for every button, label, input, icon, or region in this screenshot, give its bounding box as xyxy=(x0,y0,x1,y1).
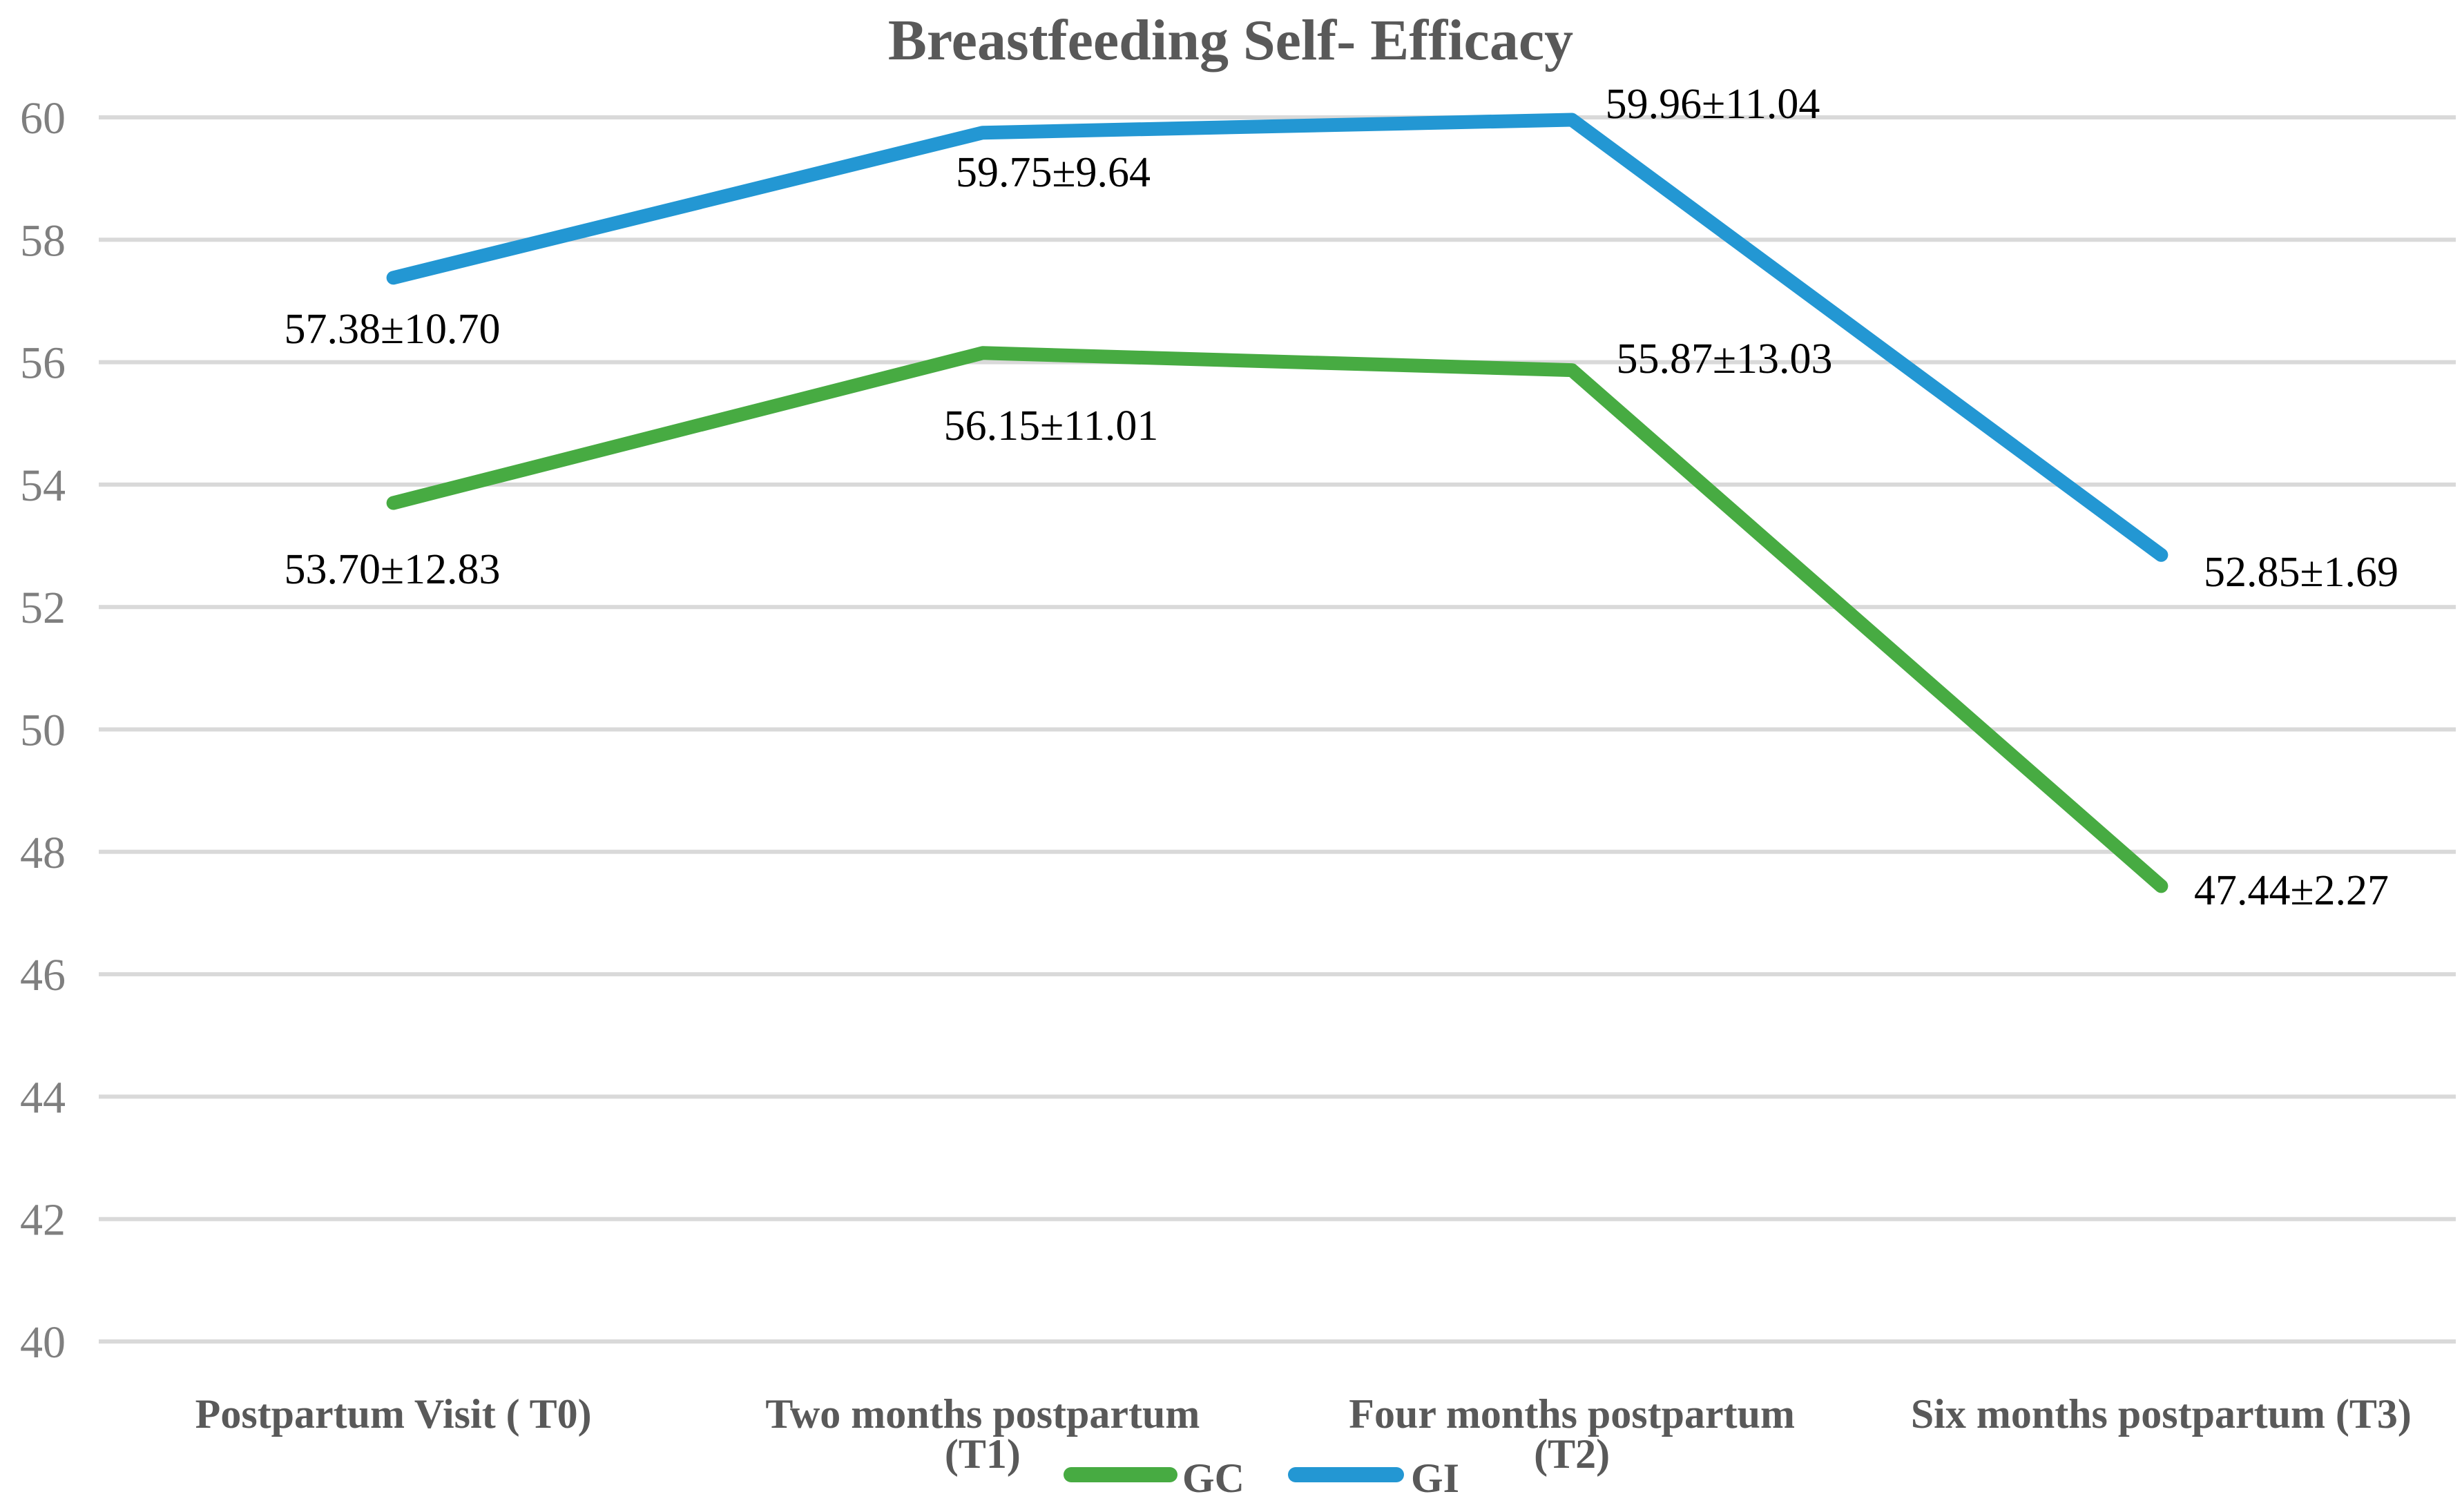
y-tick-label: 42 xyxy=(20,1195,66,1246)
legend-swatch-gi xyxy=(1288,1467,1404,1482)
legend: GC GI xyxy=(1064,1455,1459,1501)
y-tick-label: 44 xyxy=(20,1072,66,1123)
y-tick-label: 40 xyxy=(20,1317,66,1368)
data-label-gc-3: 47.44±2.27 xyxy=(2194,867,2389,914)
y-tick-label: 60 xyxy=(20,93,66,144)
gridlines xyxy=(99,115,2456,1344)
y-tick-label: 54 xyxy=(20,461,66,511)
chart-title: Breastfeeding Self- Efficacy xyxy=(888,8,1573,72)
y-axis-tick-labels: 40 42 44 46 48 50 52 54 56 58 60 xyxy=(20,93,66,1368)
y-tick-label: 48 xyxy=(20,828,66,878)
x-category-label-1: (T1) xyxy=(945,1431,1021,1477)
x-category-label-0: Postpartum Visit ( T0) xyxy=(195,1391,592,1437)
data-label-gi-0: 57.38±10.70 xyxy=(284,306,500,353)
series-line-gc xyxy=(386,346,2168,893)
series-line-gi xyxy=(386,113,2168,562)
y-tick-label: 46 xyxy=(20,950,66,1000)
series-lines xyxy=(386,113,2168,893)
y-tick-label: 58 xyxy=(20,215,66,266)
data-label-gi-3: 52.85±1.69 xyxy=(2204,549,2398,596)
y-tick-label: 56 xyxy=(20,338,66,389)
data-label-gi-2: 59.96±11.04 xyxy=(1606,81,1820,128)
data-label-gc-1: 56.15±11.01 xyxy=(944,403,1159,449)
legend-label-gi: GI xyxy=(1411,1455,1459,1501)
y-tick-label: 50 xyxy=(20,706,66,756)
x-category-label-2: (T2) xyxy=(1534,1431,1610,1477)
legend-label-gc: GC xyxy=(1182,1455,1244,1501)
data-label-gc-0: 53.70±12.83 xyxy=(284,546,500,593)
x-axis-category-labels: Postpartum Visit ( T0) Two months postpar… xyxy=(195,1391,2412,1477)
x-category-label-3: Six months postpartum (T3) xyxy=(1911,1391,2412,1437)
x-category-label-2: Four months postpartum xyxy=(1349,1391,1795,1437)
y-tick-label: 52 xyxy=(20,583,66,633)
data-label-gi-1: 59.75±9.64 xyxy=(956,149,1151,196)
data-label-gc-2: 55.87±13.03 xyxy=(1616,336,1832,382)
data-point-labels: 53.70±12.83 56.15±11.01 55.87±13.03 47.44±2… xyxy=(284,81,2398,914)
legend-swatch-gc xyxy=(1064,1467,1177,1482)
x-category-label-1: Two months postpartum xyxy=(765,1391,1200,1437)
